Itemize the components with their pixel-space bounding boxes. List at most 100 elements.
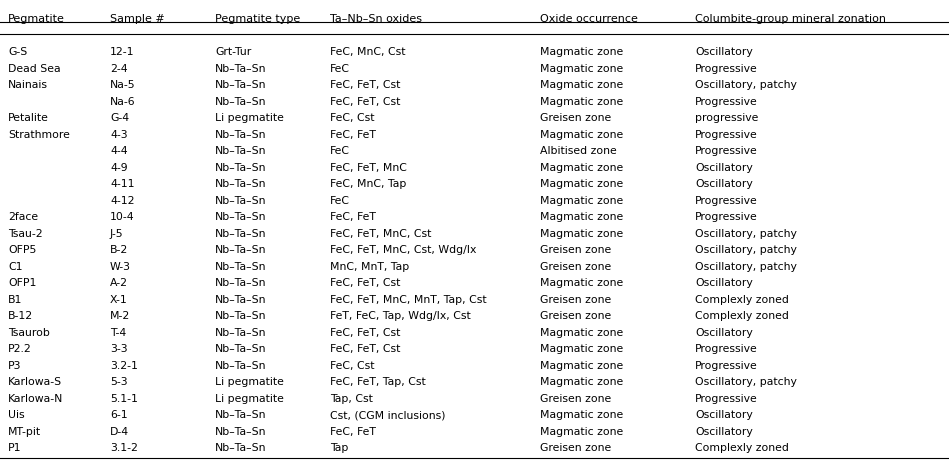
Text: FeC, MnC, Cst: FeC, MnC, Cst <box>330 47 405 57</box>
Text: Greisen zone: Greisen zone <box>540 393 611 404</box>
Text: Nb–Ta–Sn: Nb–Ta–Sn <box>215 327 267 338</box>
Text: Nb–Ta–Sn: Nb–Ta–Sn <box>215 443 267 453</box>
Text: Nb–Ta–Sn: Nb–Ta–Sn <box>215 344 267 354</box>
Text: Oscillatory: Oscillatory <box>695 410 753 420</box>
Text: Magmatic zone: Magmatic zone <box>540 377 623 387</box>
Text: 3.1-2: 3.1-2 <box>110 443 138 453</box>
Text: FeC, MnC, Tap: FeC, MnC, Tap <box>330 179 406 189</box>
Text: Strathmore: Strathmore <box>8 129 70 140</box>
Text: Nb–Ta–Sn: Nb–Ta–Sn <box>215 162 267 173</box>
Text: 10-4: 10-4 <box>110 212 135 222</box>
Text: FeC, FeT: FeC, FeT <box>330 129 376 140</box>
Text: X-1: X-1 <box>110 294 128 305</box>
Text: FeC, FeT, MnC, Cst, Wdg/Ix: FeC, FeT, MnC, Cst, Wdg/Ix <box>330 245 476 255</box>
Text: Magmatic zone: Magmatic zone <box>540 47 623 57</box>
Text: Uis: Uis <box>8 410 25 420</box>
Text: 2face: 2face <box>8 212 38 222</box>
Text: Magmatic zone: Magmatic zone <box>540 426 623 437</box>
Text: Nb–Ta–Sn: Nb–Ta–Sn <box>215 212 267 222</box>
Text: Ta–Nb–Sn oxides: Ta–Nb–Sn oxides <box>330 14 422 24</box>
Text: Nb–Ta–Sn: Nb–Ta–Sn <box>215 278 267 288</box>
Text: Karlowa-N: Karlowa-N <box>8 393 64 404</box>
Text: Oxide occurrence: Oxide occurrence <box>540 14 638 24</box>
Text: Magmatic zone: Magmatic zone <box>540 278 623 288</box>
Text: Magmatic zone: Magmatic zone <box>540 179 623 189</box>
Text: Nb–Ta–Sn: Nb–Ta–Sn <box>215 97 267 106</box>
Text: Oscillatory, patchy: Oscillatory, patchy <box>695 245 797 255</box>
Text: Oscillatory, patchy: Oscillatory, patchy <box>695 228 797 239</box>
Text: Pegmatite type: Pegmatite type <box>215 14 300 24</box>
Text: Nb–Ta–Sn: Nb–Ta–Sn <box>215 426 267 437</box>
Text: Oscillatory: Oscillatory <box>695 179 753 189</box>
Text: Magmatic zone: Magmatic zone <box>540 80 623 90</box>
Text: A-2: A-2 <box>110 278 128 288</box>
Text: Oscillatory: Oscillatory <box>695 47 753 57</box>
Text: C1: C1 <box>8 261 23 272</box>
Text: Nb–Ta–Sn: Nb–Ta–Sn <box>215 245 267 255</box>
Text: M-2: M-2 <box>110 311 130 321</box>
Text: Nb–Ta–Sn: Nb–Ta–Sn <box>215 195 267 206</box>
Text: Li pegmatite: Li pegmatite <box>215 393 284 404</box>
Text: 3-3: 3-3 <box>110 344 127 354</box>
Text: Na-6: Na-6 <box>110 97 136 106</box>
Text: Oscillatory, patchy: Oscillatory, patchy <box>695 261 797 272</box>
Text: Oscillatory: Oscillatory <box>695 162 753 173</box>
Text: FeC, FeT, Cst: FeC, FeT, Cst <box>330 344 400 354</box>
Text: 6-1: 6-1 <box>110 410 127 420</box>
Text: Progressive: Progressive <box>695 97 757 106</box>
Text: Nb–Ta–Sn: Nb–Ta–Sn <box>215 129 267 140</box>
Text: Magmatic zone: Magmatic zone <box>540 129 623 140</box>
Text: Oscillatory: Oscillatory <box>695 278 753 288</box>
Text: Progressive: Progressive <box>695 146 757 156</box>
Text: Greisen zone: Greisen zone <box>540 261 611 272</box>
Text: Sample #: Sample # <box>110 14 165 24</box>
Text: Oscillatory, patchy: Oscillatory, patchy <box>695 377 797 387</box>
Text: Magmatic zone: Magmatic zone <box>540 344 623 354</box>
Text: 4-9: 4-9 <box>110 162 127 173</box>
Text: Petalite: Petalite <box>8 113 49 123</box>
Text: 2-4: 2-4 <box>110 64 127 73</box>
Text: progressive: progressive <box>695 113 758 123</box>
Text: B-2: B-2 <box>110 245 128 255</box>
Text: Magmatic zone: Magmatic zone <box>540 64 623 73</box>
Text: FeC, FeT, MnC, Cst: FeC, FeT, MnC, Cst <box>330 228 432 239</box>
Text: Li pegmatite: Li pegmatite <box>215 113 284 123</box>
Text: FeC, FeT, Cst: FeC, FeT, Cst <box>330 80 400 90</box>
Text: Magmatic zone: Magmatic zone <box>540 212 623 222</box>
Text: Li pegmatite: Li pegmatite <box>215 377 284 387</box>
Text: Nb–Ta–Sn: Nb–Ta–Sn <box>215 261 267 272</box>
Text: Nainais: Nainais <box>8 80 48 90</box>
Text: FeC, FeT, Cst: FeC, FeT, Cst <box>330 278 400 288</box>
Text: Nb–Ta–Sn: Nb–Ta–Sn <box>215 228 267 239</box>
Text: Oscillatory: Oscillatory <box>695 426 753 437</box>
Text: P1: P1 <box>8 443 22 453</box>
Text: FeC, FeT, Cst: FeC, FeT, Cst <box>330 327 400 338</box>
Text: Progressive: Progressive <box>695 360 757 371</box>
Text: Progressive: Progressive <box>695 393 757 404</box>
Text: Albitised zone: Albitised zone <box>540 146 617 156</box>
Text: T-4: T-4 <box>110 327 126 338</box>
Text: Nb–Ta–Sn: Nb–Ta–Sn <box>215 80 267 90</box>
Text: Karlowa-S: Karlowa-S <box>8 377 62 387</box>
Text: Greisen zone: Greisen zone <box>540 311 611 321</box>
Text: Progressive: Progressive <box>695 195 757 206</box>
Text: D-4: D-4 <box>110 426 129 437</box>
Text: G-S: G-S <box>8 47 28 57</box>
Text: OFP1: OFP1 <box>8 278 36 288</box>
Text: Oscillatory: Oscillatory <box>695 327 753 338</box>
Text: FeC: FeC <box>330 195 350 206</box>
Text: OFP5: OFP5 <box>8 245 36 255</box>
Text: FeC, FeT, Tap, Cst: FeC, FeT, Tap, Cst <box>330 377 426 387</box>
Text: Tsau-2: Tsau-2 <box>8 228 43 239</box>
Text: 4-11: 4-11 <box>110 179 135 189</box>
Text: Magmatic zone: Magmatic zone <box>540 162 623 173</box>
Text: Magmatic zone: Magmatic zone <box>540 195 623 206</box>
Text: Nb–Ta–Sn: Nb–Ta–Sn <box>215 360 267 371</box>
Text: FeC: FeC <box>330 64 350 73</box>
Text: G-4: G-4 <box>110 113 129 123</box>
Text: Dead Sea: Dead Sea <box>8 64 61 73</box>
Text: FeC, FeT: FeC, FeT <box>330 426 376 437</box>
Text: Na-5: Na-5 <box>110 80 136 90</box>
Text: Greisen zone: Greisen zone <box>540 443 611 453</box>
Text: Magmatic zone: Magmatic zone <box>540 360 623 371</box>
